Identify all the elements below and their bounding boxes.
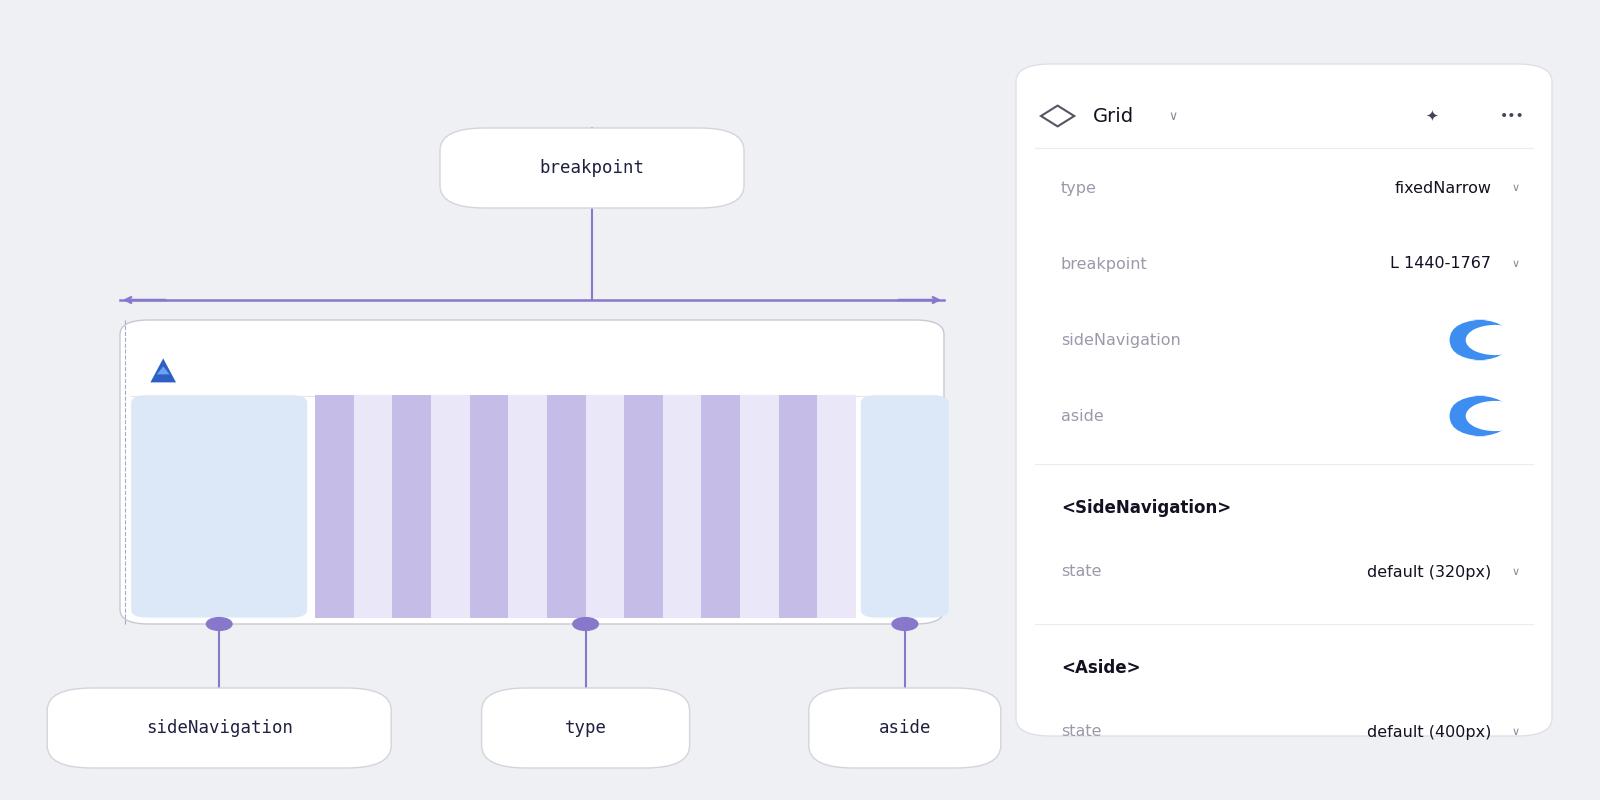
Circle shape xyxy=(1466,326,1523,354)
Text: aside: aside xyxy=(878,719,931,737)
Bar xyxy=(818,395,856,618)
Text: <Aside>: <Aside> xyxy=(1061,659,1141,677)
Bar xyxy=(662,395,701,618)
FancyBboxPatch shape xyxy=(120,320,944,624)
Bar xyxy=(315,395,354,618)
Text: ✦: ✦ xyxy=(1426,109,1438,123)
Bar xyxy=(701,395,741,618)
Text: Grid: Grid xyxy=(1093,106,1134,126)
Bar xyxy=(470,395,509,618)
Bar xyxy=(624,395,662,618)
Text: aside: aside xyxy=(1061,409,1104,423)
FancyBboxPatch shape xyxy=(1016,64,1552,736)
Text: state: state xyxy=(1061,725,1101,739)
Circle shape xyxy=(1466,402,1523,430)
Circle shape xyxy=(573,618,598,630)
Text: fixedNarrow: fixedNarrow xyxy=(1394,181,1491,195)
Circle shape xyxy=(206,618,232,630)
FancyBboxPatch shape xyxy=(440,128,744,208)
Bar xyxy=(354,395,392,618)
Text: default (320px): default (320px) xyxy=(1366,565,1491,579)
FancyBboxPatch shape xyxy=(1450,395,1510,437)
Text: state: state xyxy=(1061,565,1101,579)
Bar xyxy=(547,395,586,618)
Text: type: type xyxy=(1061,181,1096,195)
FancyBboxPatch shape xyxy=(131,395,307,618)
Circle shape xyxy=(893,618,918,630)
FancyBboxPatch shape xyxy=(861,395,949,618)
Text: breakpoint: breakpoint xyxy=(539,159,645,177)
Polygon shape xyxy=(150,358,176,382)
Bar xyxy=(779,395,818,618)
Bar xyxy=(315,395,856,618)
Text: ∨: ∨ xyxy=(1168,110,1178,122)
FancyBboxPatch shape xyxy=(810,688,1002,768)
Text: •••: ••• xyxy=(1499,109,1525,123)
Text: ∨: ∨ xyxy=(1512,183,1520,193)
Bar xyxy=(392,395,430,618)
Bar xyxy=(509,395,547,618)
Text: ∨: ∨ xyxy=(1512,567,1520,577)
Bar xyxy=(430,395,470,618)
Text: L 1440-1767: L 1440-1767 xyxy=(1390,257,1491,271)
Text: <SideNavigation>: <SideNavigation> xyxy=(1061,499,1230,517)
FancyBboxPatch shape xyxy=(1450,319,1510,361)
FancyBboxPatch shape xyxy=(482,688,690,768)
Text: breakpoint: breakpoint xyxy=(1061,257,1147,271)
Text: default (400px): default (400px) xyxy=(1366,725,1491,739)
Text: ∨: ∨ xyxy=(1512,259,1520,269)
Text: ∨: ∨ xyxy=(1512,727,1520,737)
Bar xyxy=(586,395,624,618)
Bar xyxy=(741,395,779,618)
Polygon shape xyxy=(157,366,170,374)
Bar xyxy=(131,350,931,396)
FancyBboxPatch shape xyxy=(48,688,390,768)
Text: type: type xyxy=(565,719,606,737)
Text: sideNavigation: sideNavigation xyxy=(1061,333,1181,347)
Text: sideNavigation: sideNavigation xyxy=(146,719,293,737)
